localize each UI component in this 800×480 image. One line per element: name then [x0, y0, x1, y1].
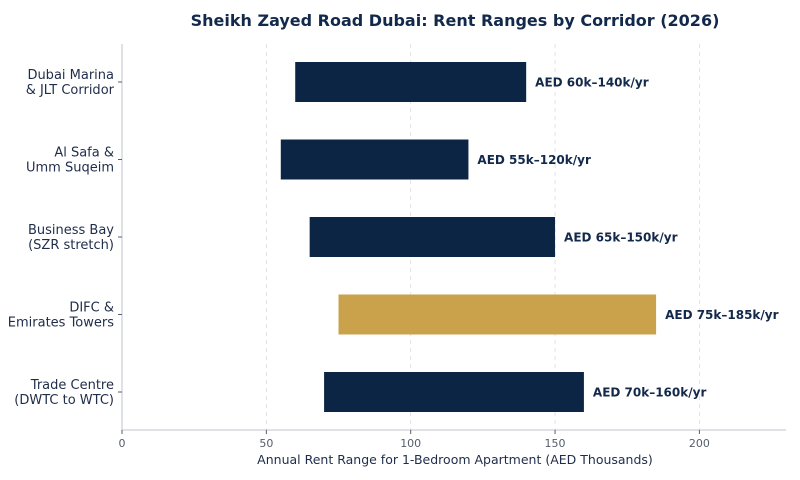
x-tick-label: 200 [689, 437, 710, 450]
range-bar [309, 217, 556, 257]
chart-title: Sheikh Zayed Road Dubai: Rent Ranges by … [191, 11, 720, 30]
range-bar [324, 372, 584, 412]
range-bar [295, 62, 527, 102]
bar-value-label: AED 55k–120k/yr [477, 153, 591, 167]
y-category-label: Business Bay (SZR stretch) [28, 223, 114, 253]
y-category-label: Dubai Marina & JLT Corridor [26, 68, 115, 98]
bar-value-label: AED 65k–150k/yr [564, 231, 678, 245]
range-bar [338, 294, 657, 335]
y-category-label: DIFC & Emirates Towers [8, 301, 114, 331]
x-tick-label: 100 [400, 437, 421, 450]
bar-value-label: AED 70k–160k/yr [593, 386, 707, 400]
x-tick-label: 50 [259, 437, 273, 450]
x-tick-label: 150 [545, 437, 566, 450]
range-bar [280, 139, 469, 180]
bar-value-label: AED 60k–140k/yr [535, 76, 649, 90]
y-category-label: Al Safa & Umm Suqeim [26, 146, 114, 176]
bars-group: AED 60k–140k/yr AED 55k–120k/yr AED 65k–15… [280, 62, 779, 412]
x-tick-label: 0 [119, 437, 126, 450]
y-category-label: Trade Centre (DWTC to WTC) [14, 378, 114, 408]
x-axis-title: Annual Rent Range for 1-Bedroom Apartmen… [257, 452, 653, 467]
category-labels: Dubai Marina & JLT Corridor Al Safa & Umm S… [8, 68, 115, 408]
bar-value-label: AED 75k–185k/yr [665, 308, 779, 322]
axes-group: 0 50 100 150 200 [118, 44, 786, 450]
